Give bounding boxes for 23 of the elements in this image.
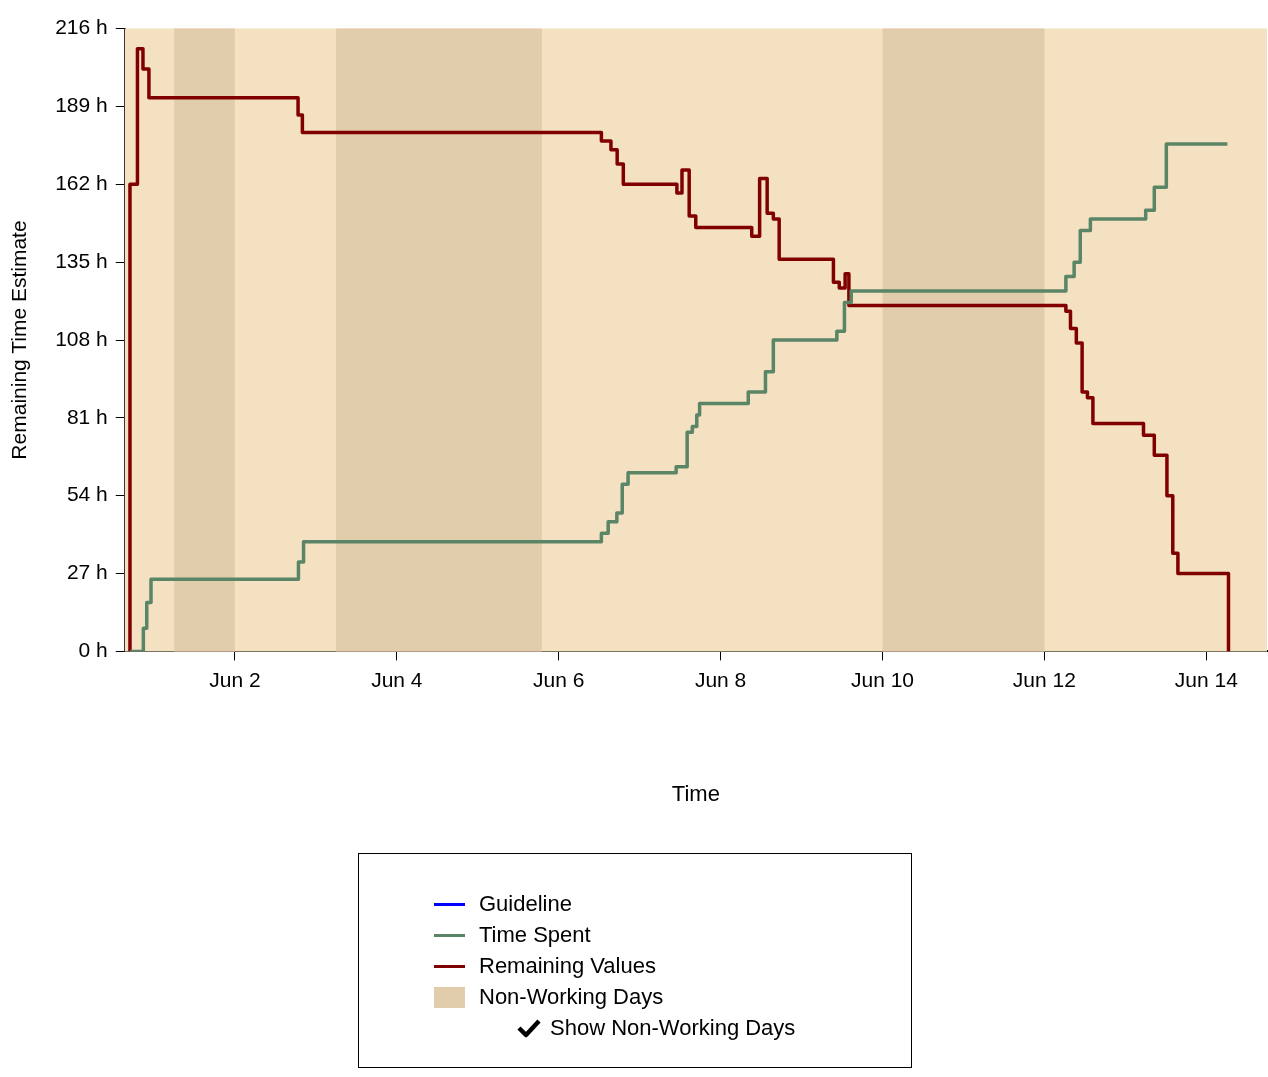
y-axis-title: Remaining Time Estimate [7, 220, 31, 460]
x-tick-label: Jun 8 [694, 667, 747, 691]
y-tick-label: 108 h [55, 326, 108, 350]
legend-label: Non-Working Days [479, 984, 664, 1010]
y-tick-label: 27 h [66, 560, 108, 584]
text: Show Non-Working Days [550, 1015, 796, 1041]
y-tick-label: 216 h [55, 15, 108, 39]
x-tick-label: Jun 6 [533, 667, 585, 691]
y-tick-label: 54 h [66, 482, 108, 506]
x-tick-label: Jun 14 [1174, 667, 1239, 691]
legend-label: Remaining Values [479, 953, 656, 979]
x-tick-label: Jun 10 [850, 667, 915, 691]
x-tick-label: Jun 12 [1012, 667, 1076, 691]
x-axis-title: Time [671, 780, 720, 806]
x-tick-label: Jun 2 [209, 667, 261, 691]
x-tick-label: Jun 4 [371, 667, 423, 691]
legend-label: Guideline [479, 891, 572, 917]
y-tick-label: 81 h [66, 404, 108, 428]
y-tick-label: 0 h [78, 638, 108, 662]
y-tick-label: 162 h [55, 171, 108, 195]
y-tick-label: 135 h [55, 248, 108, 272]
y-tick-label: 189 h [55, 93, 108, 117]
legend-label: Time Spent [479, 922, 591, 948]
